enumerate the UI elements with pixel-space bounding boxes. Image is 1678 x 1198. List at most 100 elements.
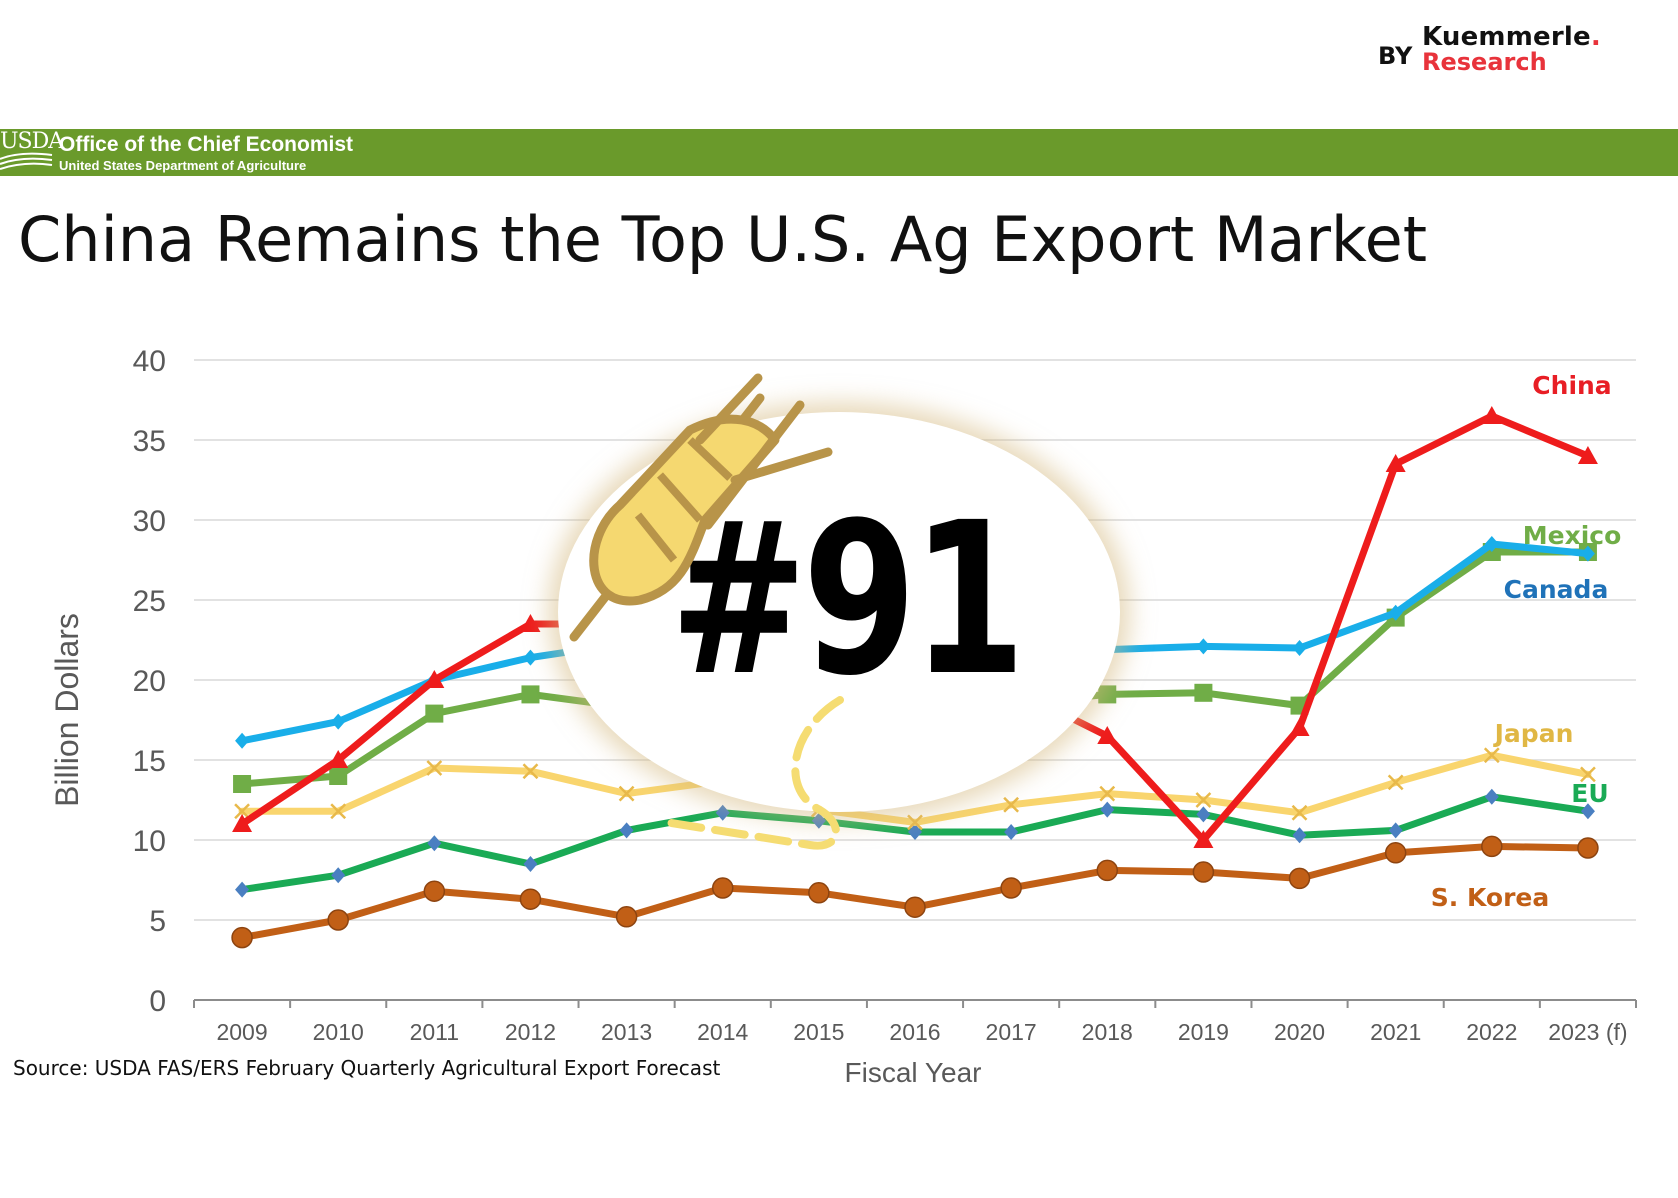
marker-japan bbox=[1003, 796, 1020, 813]
marker-eu bbox=[1100, 801, 1115, 818]
marker-canada bbox=[1196, 638, 1211, 655]
y-tick-label: 15 bbox=[133, 745, 166, 778]
marker-eu bbox=[1292, 827, 1307, 844]
x-tick-label: 2011 bbox=[410, 1019, 459, 1045]
brand-name: Kuemmerle. bbox=[1422, 22, 1601, 52]
marker-china bbox=[1481, 406, 1502, 424]
marker-s-korea bbox=[519, 888, 542, 910]
marker-eu bbox=[1196, 806, 1211, 823]
x-tick-label: 2012 bbox=[505, 1019, 556, 1045]
marker-s-korea bbox=[1000, 877, 1022, 899]
usda-department-subtitle: United States Department of Agriculture bbox=[59, 158, 307, 173]
x-tick-label: 2018 bbox=[1082, 1019, 1133, 1045]
y-tick-label: 40 bbox=[133, 345, 166, 378]
marker-china bbox=[1289, 718, 1310, 736]
marker-japan bbox=[1291, 804, 1308, 821]
marker-s-korea bbox=[1481, 835, 1503, 858]
marker-mexico bbox=[1194, 683, 1213, 702]
marker-china bbox=[520, 614, 541, 632]
marker-eu bbox=[523, 856, 538, 872]
brand-by: BY bbox=[1378, 42, 1413, 70]
series-line-eu bbox=[238, 793, 1592, 894]
badge-number: #91 bbox=[670, 477, 1026, 722]
marker-s-korea bbox=[423, 880, 446, 902]
marker-japan bbox=[330, 803, 347, 820]
marker-eu bbox=[427, 835, 442, 852]
marker-china bbox=[1577, 446, 1598, 464]
marker-s-korea bbox=[1288, 867, 1311, 890]
marker-eu bbox=[715, 804, 730, 821]
x-tick-label: 2022 bbox=[1466, 1019, 1517, 1045]
marker-s-korea bbox=[1384, 842, 1407, 864]
marker-canada bbox=[1292, 640, 1307, 656]
x-tick-label: 2009 bbox=[216, 1019, 267, 1045]
usda-logo: USDA bbox=[0, 129, 64, 176]
marker-s-korea bbox=[808, 882, 830, 904]
usda-logo-text: USDA bbox=[0, 129, 64, 154]
marker-mexico bbox=[233, 775, 252, 793]
x-tick-label: 2015 bbox=[793, 1019, 844, 1045]
marker-japan bbox=[907, 814, 923, 831]
brand-logo: BY Kuemmerle. Research bbox=[1378, 22, 1638, 82]
series-label-china: China bbox=[1532, 371, 1611, 400]
marker-china bbox=[328, 750, 349, 768]
marker-mexico bbox=[521, 685, 540, 704]
x-tick-label: 2023 (f) bbox=[1548, 1019, 1627, 1045]
y-axis-title: Billion Dollars bbox=[49, 613, 85, 807]
marker-eu bbox=[331, 867, 346, 884]
y-tick-label: 25 bbox=[133, 585, 166, 618]
brand-dot: . bbox=[1590, 22, 1601, 52]
marker-s-korea bbox=[1192, 861, 1215, 883]
brand-research: Research bbox=[1422, 48, 1547, 76]
marker-japan bbox=[1195, 792, 1212, 808]
marker-japan bbox=[1099, 785, 1116, 802]
series-label-eu: EU bbox=[1571, 779, 1608, 808]
marker-s-korea bbox=[231, 926, 253, 949]
series-label-canada: Canada bbox=[1504, 575, 1609, 604]
series-label-japan: Japan bbox=[1493, 719, 1574, 748]
x-axis-title: Fiscal Year bbox=[845, 1057, 982, 1088]
y-tick-label: 30 bbox=[133, 505, 166, 538]
marker-canada bbox=[1484, 536, 1499, 552]
marker-japan bbox=[618, 785, 635, 802]
marker-japan bbox=[426, 760, 443, 776]
x-tick-label: 2019 bbox=[1178, 1019, 1229, 1045]
y-tick-label: 35 bbox=[133, 425, 166, 458]
marker-china bbox=[232, 814, 253, 832]
usda-logo-hills-icon bbox=[0, 152, 53, 170]
marker-s-korea bbox=[1577, 837, 1599, 859]
marker-mexico bbox=[1098, 685, 1117, 704]
marker-eu bbox=[1004, 824, 1019, 840]
marker-china bbox=[1385, 454, 1406, 472]
marker-japan bbox=[522, 763, 539, 780]
usda-header-bar: USDA Office of the Chief Economist Unite… bbox=[0, 129, 1678, 176]
marker-canada bbox=[1580, 545, 1595, 562]
marker-canada bbox=[1388, 604, 1403, 621]
marker-canada bbox=[523, 649, 538, 666]
marker-eu bbox=[1580, 803, 1595, 820]
y-tick-label: 5 bbox=[149, 905, 166, 938]
marker-japan bbox=[1387, 774, 1404, 791]
marker-canada bbox=[331, 713, 346, 730]
marker-japan bbox=[1483, 747, 1500, 764]
marker-eu bbox=[619, 822, 634, 839]
brand-name-text: Kuemmerle bbox=[1422, 22, 1591, 52]
marker-eu bbox=[1484, 788, 1499, 805]
marker-eu bbox=[908, 824, 922, 840]
marker-china bbox=[1097, 726, 1118, 744]
usda-office-title: Office of the Chief Economist bbox=[59, 133, 354, 156]
marker-s-korea bbox=[327, 909, 349, 931]
marker-mexico bbox=[329, 767, 348, 785]
x-tick-label: 2020 bbox=[1274, 1019, 1325, 1045]
marker-japan bbox=[1580, 766, 1596, 783]
y-tick-label: 0 bbox=[149, 985, 166, 1018]
marker-japan bbox=[234, 803, 250, 820]
marker-s-korea bbox=[711, 877, 734, 899]
marker-china bbox=[424, 670, 445, 688]
series-label-mexico: Mexico bbox=[1523, 521, 1622, 550]
marker-mexico bbox=[425, 704, 444, 723]
x-tick-label: 2014 bbox=[697, 1019, 748, 1045]
marker-s-korea bbox=[615, 906, 638, 928]
marker-canada bbox=[235, 732, 250, 749]
